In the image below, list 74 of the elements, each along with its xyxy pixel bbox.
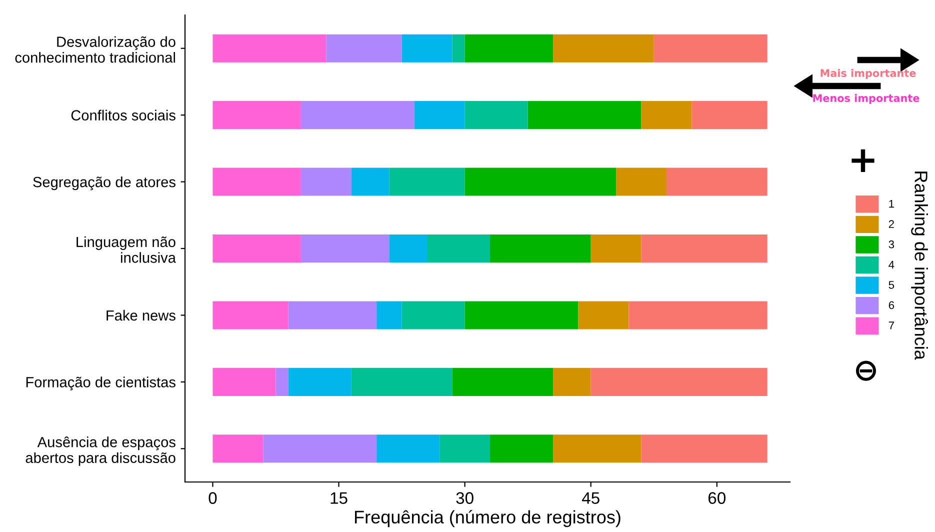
legend-label: 2 (888, 220, 894, 228)
bar (464, 168, 616, 196)
bar (641, 234, 768, 263)
bar (553, 368, 591, 396)
x-tick-label: 0 (208, 492, 217, 504)
bar (212, 168, 301, 196)
bar (212, 301, 288, 330)
text: + (852, 149, 874, 172)
bar (326, 34, 402, 62)
bar (402, 34, 452, 62)
bar (452, 368, 554, 396)
legend-label: 3 (888, 240, 894, 248)
bar (590, 234, 642, 263)
bar (616, 168, 666, 196)
bar (641, 101, 692, 130)
bar (490, 434, 554, 463)
bar (212, 34, 326, 62)
bar (464, 101, 528, 130)
bar (553, 34, 654, 62)
legend-label: 6 (888, 301, 894, 310)
bar (628, 301, 768, 330)
bar (263, 434, 377, 463)
legend-label: 5 (888, 281, 894, 289)
bar (490, 234, 591, 263)
bar (427, 234, 490, 263)
bar (692, 101, 768, 130)
bar (212, 368, 276, 396)
bar (440, 434, 490, 463)
bar (402, 301, 465, 330)
bar (288, 368, 352, 396)
bar (553, 434, 642, 463)
bar (376, 434, 440, 463)
bar (528, 101, 642, 130)
bar (414, 101, 465, 130)
bar (351, 168, 390, 196)
bar (452, 34, 465, 62)
legend-label: 4 (888, 260, 894, 268)
x-tick-label: 60 (708, 492, 726, 504)
bar (276, 368, 288, 396)
bar (300, 234, 390, 263)
bar (464, 34, 554, 62)
bar (590, 368, 768, 396)
bar (288, 301, 377, 330)
legend-label: 7 (888, 322, 894, 330)
bar (212, 101, 301, 130)
text: ⊖ (856, 360, 876, 381)
y-tick-label: Linguagem não inclusiva (76, 236, 176, 263)
x-tick-label: 45 (582, 492, 600, 504)
bar (389, 234, 427, 263)
bar (578, 301, 629, 330)
x-tick-label: 30 (456, 492, 474, 504)
x-tick-label: 15 (330, 492, 348, 504)
y-tick-label: Segregação de atores (33, 176, 176, 190)
bar (300, 168, 352, 196)
x-axis-title: Frequência (número de registros) (355, 510, 620, 528)
bar (351, 368, 452, 396)
y-tick-label: Formação de cientistas (26, 376, 176, 390)
legend-title: Ranking de importância (911, 172, 928, 360)
text: Menos importante (813, 94, 920, 104)
bar (300, 101, 414, 130)
bar (654, 34, 768, 62)
bar (376, 301, 402, 330)
legend-label: 1 (889, 200, 894, 208)
text: Mais importante (820, 68, 916, 80)
bar (666, 168, 768, 196)
bar (641, 434, 768, 463)
y-tick-label: Fake news (106, 310, 176, 321)
y-tick-label: Conflitos sociais (71, 110, 176, 120)
y-tick-label: Desvalorização do conhecimento tradicional (15, 36, 176, 63)
y-tick-label: Ausência de espaços abertos para discussão (26, 436, 176, 466)
bar (389, 168, 465, 196)
bar (212, 434, 264, 463)
bar (212, 234, 301, 263)
bar (464, 301, 578, 330)
